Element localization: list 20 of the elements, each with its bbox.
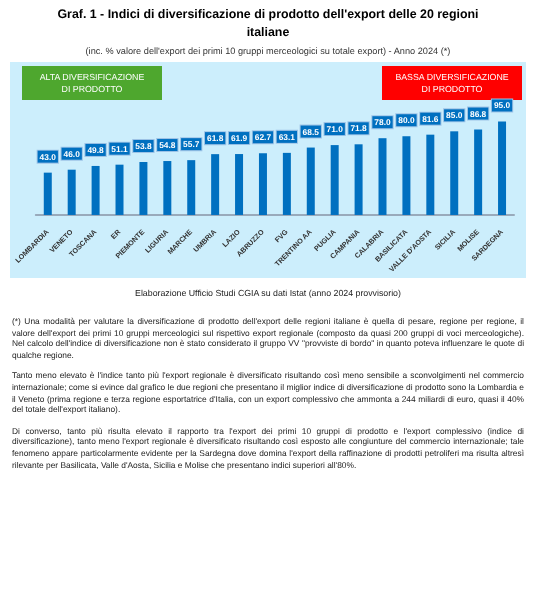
bar [450, 131, 459, 215]
bar [258, 153, 267, 215]
bar [426, 134, 435, 215]
bar [43, 172, 52, 215]
bar [91, 165, 100, 215]
bar [306, 147, 315, 215]
bar [474, 129, 483, 215]
bar [115, 164, 124, 215]
bar [498, 121, 507, 215]
bar [67, 169, 76, 215]
bar [211, 154, 220, 215]
bar [282, 152, 291, 215]
bar [402, 136, 411, 215]
bar [139, 162, 148, 215]
bar [235, 154, 244, 215]
bar [354, 144, 363, 215]
bar [330, 145, 339, 215]
bar [378, 138, 387, 215]
bar [187, 160, 196, 215]
bar [163, 161, 172, 215]
